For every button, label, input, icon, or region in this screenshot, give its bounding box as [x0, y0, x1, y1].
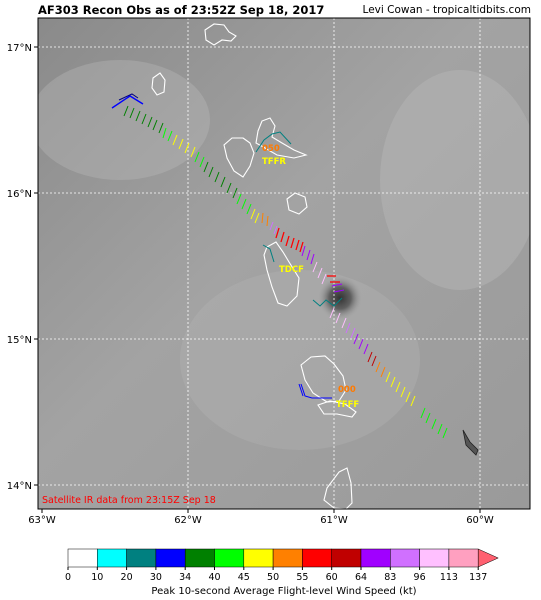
annotation-050: 050 — [262, 144, 280, 154]
lon-label-60: 60°W — [466, 515, 494, 526]
island-martinique-east — [317, 400, 357, 418]
colorbar-tick-label: 50 — [267, 572, 279, 583]
lon-label-63: 63°W — [28, 515, 56, 526]
colorbar-segment — [97, 548, 127, 568]
colorbar-tick-label: 83 — [384, 572, 396, 583]
island-st-lucia — [323, 467, 353, 509]
colorbar-extend-arrow — [477, 548, 499, 568]
colorbar-tick-label: 45 — [238, 572, 250, 583]
storm-eye — [318, 276, 362, 320]
satellite-cloud-patch — [380, 70, 530, 290]
lat-label-17: 17°N — [7, 43, 32, 54]
colorbar-title: Peak 10-second Average Flight-level Wind… — [151, 586, 416, 597]
colorbar-segment — [155, 548, 186, 568]
chart-title: AF303 Recon Obs as of 23:52Z Sep 18, 201… — [38, 3, 325, 17]
coastlines — [151, 23, 357, 509]
satellite-cloud-patch — [180, 270, 420, 450]
satellite-note: Satellite IR data from 23:15Z Sep 18 — [42, 495, 216, 506]
wind-speed-colorbar: 0 10 20 30 34 40 45 50 55 60 64 83 96 113 137 — [65, 548, 499, 583]
island-montserrat — [151, 72, 166, 96]
island-barbuda — [204, 23, 237, 46]
credit-text: Levi Cowan - tropicaltidbits.com — [362, 4, 531, 16]
lon-label-62: 62°W — [174, 515, 202, 526]
colorbar-tick-label: 137 — [469, 572, 487, 583]
annotation-tdcf: TDCF — [279, 265, 304, 275]
colorbar-segment — [419, 548, 450, 568]
colorbar-segment — [243, 548, 274, 568]
colorbar-tick-label: 40 — [208, 572, 220, 583]
flight-track — [111, 93, 479, 456]
annotation-tfff: TFFF — [336, 400, 359, 410]
lat-label-16: 16°N — [7, 189, 32, 200]
colorbar-tick-label: 0 — [65, 572, 71, 583]
lat-lon-grid — [38, 18, 530, 509]
colorbar-segment — [214, 548, 245, 568]
map-frame — [37, 17, 531, 510]
colorbar-segment — [448, 548, 479, 568]
colorbar-segment — [67, 548, 98, 568]
colorbar-segment — [360, 548, 391, 568]
colorbar-tick-label: 60 — [326, 572, 338, 583]
island-guadeloupe-basse-terre — [223, 137, 255, 178]
aircraft-track-end — [462, 429, 479, 456]
colorbar-segment — [302, 548, 332, 568]
colorbar-tick-label: 34 — [179, 572, 191, 583]
colorbar-tick-label: 113 — [440, 572, 458, 583]
lon-label-61: 61°W — [320, 515, 348, 526]
lat-label-14: 14°N — [7, 481, 32, 492]
colorbar-segment — [126, 548, 157, 568]
colorbar-segment — [331, 548, 362, 568]
colorbar-segment — [272, 548, 303, 568]
colorbar-tick-label: 30 — [150, 572, 162, 583]
colorbar-tick-label: 55 — [296, 572, 308, 583]
annotation-tffr: TFFR — [262, 157, 286, 167]
colorbar-tick-label: 10 — [91, 572, 103, 583]
island-marie-galante — [286, 192, 308, 215]
lat-label-15: 15°N — [7, 335, 32, 346]
annotation-000: 000 — [338, 385, 356, 395]
island-dominica — [263, 241, 300, 307]
colorbar-tick-label: 64 — [355, 572, 367, 583]
lat-axis: 17°N 16°N 15°N 14°N — [7, 43, 38, 492]
lon-axis: 63°W 62°W 61°W 60°W — [28, 509, 494, 526]
island-martinique — [300, 355, 347, 403]
colorbar-segment — [184, 548, 215, 568]
satellite-cloud-patch — [38, 60, 210, 180]
colorbar-tick-label: 20 — [121, 572, 133, 583]
colorbar-tick-label: 96 — [414, 572, 426, 583]
colorbar-segment — [390, 548, 420, 568]
island-guadeloupe-grande-terre — [255, 117, 308, 159]
